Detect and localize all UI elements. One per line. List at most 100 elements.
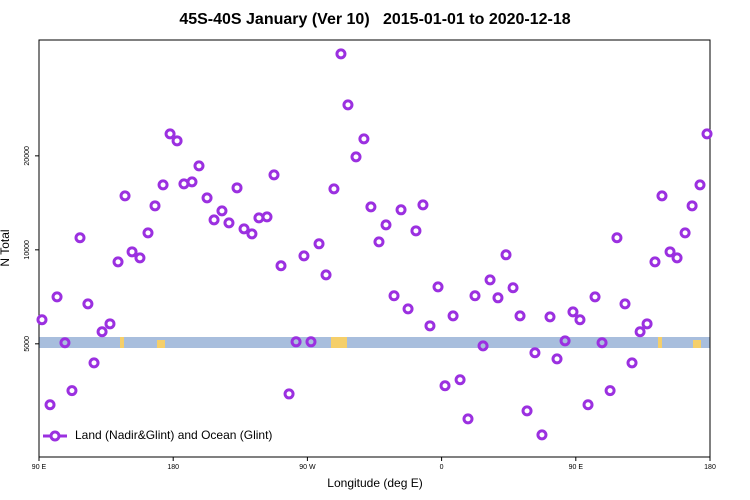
point xyxy=(365,201,377,213)
point xyxy=(559,335,571,347)
point xyxy=(469,290,481,302)
point xyxy=(671,252,683,264)
point xyxy=(611,232,623,244)
point xyxy=(424,320,436,332)
point xyxy=(261,211,273,223)
point xyxy=(686,200,698,212)
point xyxy=(380,219,392,231)
point xyxy=(514,310,526,322)
point xyxy=(664,246,676,258)
point xyxy=(82,298,94,310)
y-tick-label: 20000 xyxy=(24,146,31,166)
point xyxy=(149,200,161,212)
point xyxy=(402,303,414,315)
legend-label: Land (Nadir&Glint) and Ocean (Glint) xyxy=(75,428,272,442)
band-patch xyxy=(157,340,165,348)
point xyxy=(157,179,169,191)
point xyxy=(589,291,601,303)
point xyxy=(500,249,512,261)
point xyxy=(462,413,474,425)
point xyxy=(201,192,213,204)
point xyxy=(320,269,332,281)
point xyxy=(164,128,176,140)
point xyxy=(96,326,108,338)
point xyxy=(454,374,466,386)
point xyxy=(358,133,370,145)
point xyxy=(484,274,496,286)
point xyxy=(305,336,317,348)
point xyxy=(432,281,444,293)
point xyxy=(238,223,250,235)
point xyxy=(529,347,541,359)
point xyxy=(246,228,258,240)
point xyxy=(701,128,713,140)
y-tick-label: 10000 xyxy=(24,240,31,260)
band-patch xyxy=(693,340,701,348)
point xyxy=(596,337,608,349)
point xyxy=(193,160,205,172)
plot-frame xyxy=(38,39,711,458)
point xyxy=(134,252,146,264)
point xyxy=(574,314,586,326)
legend-marker xyxy=(49,430,61,442)
point xyxy=(604,385,616,397)
point xyxy=(142,227,154,239)
point xyxy=(507,282,519,294)
point xyxy=(447,310,459,322)
point xyxy=(388,290,400,302)
x-tick-label: 90 E xyxy=(569,464,584,471)
point xyxy=(626,357,638,369)
point xyxy=(544,311,556,323)
point xyxy=(619,298,631,310)
point xyxy=(342,99,354,111)
point xyxy=(74,232,86,244)
chart-title: 45S-40S January (Ver 10) 2015-01-01 to 2… xyxy=(179,11,570,28)
point xyxy=(656,190,668,202)
point xyxy=(439,380,451,392)
point xyxy=(551,353,563,365)
point xyxy=(582,399,594,411)
point xyxy=(521,405,533,417)
point xyxy=(536,429,548,441)
point xyxy=(88,357,100,369)
y-axis-label: N Total xyxy=(0,229,12,266)
point xyxy=(649,256,661,268)
point xyxy=(477,340,489,352)
ocean-band xyxy=(39,337,710,348)
point xyxy=(350,151,362,163)
x-axis-label: Longitude (deg E) xyxy=(327,476,422,490)
point xyxy=(171,135,183,147)
point xyxy=(313,238,325,250)
point xyxy=(268,169,280,181)
point xyxy=(104,318,116,330)
point xyxy=(275,260,287,272)
point xyxy=(283,388,295,400)
point xyxy=(373,236,385,248)
point xyxy=(328,183,340,195)
point xyxy=(208,214,220,226)
x-tick-label: 90 W xyxy=(299,464,316,471)
band xyxy=(39,337,710,348)
x-tick-label: 180 xyxy=(704,464,716,471)
point xyxy=(395,204,407,216)
point xyxy=(567,306,579,318)
point xyxy=(298,250,310,262)
point xyxy=(59,337,71,349)
point xyxy=(679,227,691,239)
point xyxy=(112,256,124,268)
point xyxy=(44,399,56,411)
x-tick-label: 90 E xyxy=(32,464,47,471)
x-tick-label: 0 xyxy=(440,464,444,471)
point xyxy=(66,385,78,397)
point xyxy=(634,326,646,338)
band-patch xyxy=(331,337,347,348)
point xyxy=(492,292,504,304)
point xyxy=(119,190,131,202)
x-tick-label: 180 xyxy=(167,464,179,471)
point xyxy=(335,48,347,60)
point xyxy=(126,246,138,258)
point xyxy=(51,291,63,303)
point xyxy=(694,179,706,191)
